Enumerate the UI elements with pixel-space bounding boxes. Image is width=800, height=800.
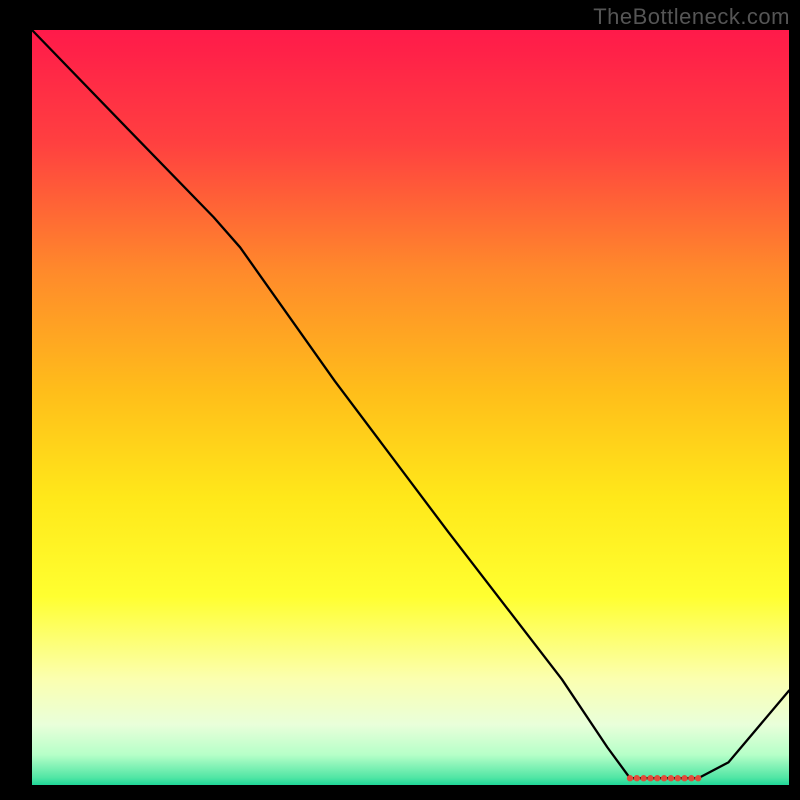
watermark-label: TheBottleneck.com [593,4,790,30]
chart-container: TheBottleneck.com [0,0,800,800]
plot-area [32,30,789,785]
